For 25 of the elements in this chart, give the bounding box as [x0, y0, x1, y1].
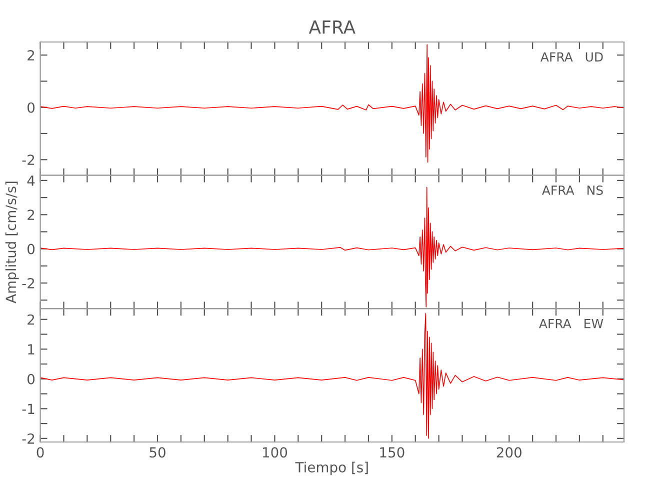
- annotation: AFRA UD: [540, 52, 603, 62]
- x-tick-label: 0: [36, 447, 44, 458]
- chart-title: AFRA: [308, 20, 356, 34]
- y-axis-title: Amplitud [cm/s/s]: [5, 182, 19, 304]
- y-tick-label: 2: [28, 210, 34, 220]
- annotation: AFRA EW: [539, 319, 604, 328]
- y-tick-label: -1: [22, 404, 34, 414]
- x-tick-label: 200: [496, 447, 522, 458]
- x-axis-title: Tiempo [s]: [295, 462, 368, 476]
- x-tick-label: 50: [150, 447, 166, 458]
- x-tick-label: 100: [262, 447, 288, 458]
- line-series: [40, 313, 624, 439]
- y-tick-label: 4: [27, 176, 35, 186]
- y-tick-label: -2: [22, 433, 34, 444]
- y-tick-label: 0: [28, 244, 35, 254]
- y-tick-label: 1: [28, 344, 34, 354]
- y-tick-label: 2: [28, 314, 34, 325]
- y-tick-label: 0: [28, 374, 35, 384]
- y-tick-label: 2: [28, 50, 34, 60]
- line-series: [40, 44, 624, 163]
- y-tick-label: -2: [22, 154, 34, 165]
- annotation: AFRA NS: [542, 186, 603, 195]
- y-tick-label: 0: [28, 102, 35, 113]
- x-tick-label: 150: [380, 447, 404, 458]
- y-tick-label: -2: [22, 278, 34, 288]
